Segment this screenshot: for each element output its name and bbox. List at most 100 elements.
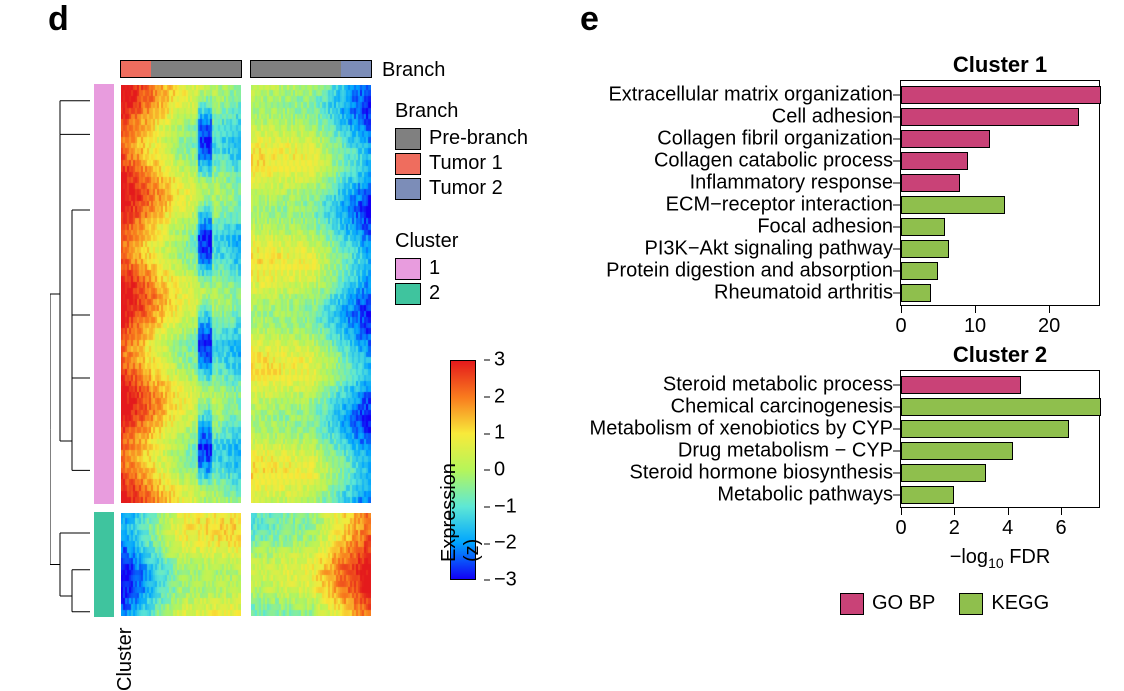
bar-label: PI3K−Akt signaling pathway	[645, 238, 902, 261]
bar	[901, 174, 960, 192]
legend-label: Tumor 1	[429, 152, 503, 175]
legend-swatch	[395, 178, 421, 200]
branch-segment	[251, 61, 341, 77]
ytick-mark	[893, 407, 901, 408]
bar	[901, 442, 1013, 460]
x-axis-label: −log10 FDR	[950, 546, 1051, 571]
colorbar-tick-label: 2	[494, 385, 505, 407]
ytick-mark	[893, 161, 901, 162]
bar-label: Inflammatory response	[690, 172, 901, 195]
branch-bar-title: Branch	[382, 59, 445, 82]
heatmap-canvas	[121, 85, 241, 503]
branch-segment	[151, 61, 241, 77]
cluster-segment	[94, 84, 114, 504]
bar	[901, 486, 954, 504]
expression-colorbar: 3210−1−2−3 Expression (z)	[450, 360, 476, 580]
plot-box: Extracellular matrix organizationCell ad…	[900, 80, 1100, 306]
ytick-mark	[893, 293, 901, 294]
ytick-mark	[893, 385, 901, 386]
cluster-segment	[94, 512, 114, 617]
colorbar-tick: −3	[484, 569, 517, 592]
bar-label: ECM−receptor interaction	[666, 194, 901, 217]
legend-label: 2	[429, 282, 440, 305]
chart-title: Cluster 1	[900, 52, 1100, 78]
legend-row: Tumor 1	[395, 152, 528, 175]
bar-label: Metabolic pathways	[717, 484, 901, 507]
xtick-label: 20	[1038, 315, 1060, 338]
xtick-mark	[975, 305, 976, 313]
xtick-label: 2	[949, 517, 960, 540]
ytick-mark	[893, 95, 901, 96]
legend-label: 1	[429, 257, 440, 280]
bar-label: Metabolism of xenobiotics by CYP	[590, 418, 901, 441]
figure-page: d Branch Cluster	[0, 0, 1124, 676]
xtick-mark	[901, 507, 902, 515]
cluster-legend: Cluster 12	[395, 230, 458, 307]
branch-legend: Branch Pre-branchTumor 1Tumor 2	[395, 100, 528, 202]
heatmap-canvas	[251, 85, 371, 503]
xtick-mark	[1008, 507, 1009, 515]
colorbar-tick: −1	[484, 495, 517, 518]
panel-d: Branch Cluster Branch Pre-branc	[50, 30, 570, 650]
branch-segment	[341, 61, 371, 77]
bar	[901, 376, 1021, 394]
legend-label: GO BP	[872, 592, 935, 615]
heatmap-right-cluster2	[250, 512, 372, 617]
colorbar-tick: 0	[484, 459, 505, 482]
plot-box: Steroid metabolic processChemical carcin…	[900, 370, 1100, 508]
branch-bar-left	[120, 60, 242, 78]
bar-label: Steroid metabolic process	[663, 374, 901, 397]
legend-swatch	[395, 258, 421, 280]
chart-cluster1: Cluster 1 Extracellular matrix organizat…	[900, 80, 1100, 306]
bar	[901, 262, 938, 280]
ytick-mark	[893, 183, 901, 184]
colorbar-tick: 1	[484, 422, 505, 445]
legend-label: Tumor 2	[429, 177, 503, 200]
bar-label: Extracellular matrix organization	[608, 84, 901, 107]
legend-swatch	[840, 593, 864, 615]
bar	[901, 420, 1069, 438]
xtick-mark	[1049, 305, 1050, 313]
bar-label: Cell adhesion	[772, 106, 901, 129]
colorbar-tick-label: 3	[494, 349, 505, 371]
legend-swatch	[395, 153, 421, 175]
bar-label: Collagen fibril organization	[657, 128, 901, 151]
xtick-mark	[954, 507, 955, 515]
ytick-mark	[893, 227, 901, 228]
legend-row: Pre-branch	[395, 127, 528, 150]
colorbar-tick-label: 1	[494, 422, 505, 444]
xtick-label: 0	[895, 315, 906, 338]
legend-swatch	[959, 593, 983, 615]
legend-row: Tumor 2	[395, 177, 528, 200]
xtick-label: 0	[895, 517, 906, 540]
colorbar-tick-label: 0	[494, 459, 505, 481]
cluster-legend-title: Cluster	[395, 230, 458, 253]
bar	[901, 152, 968, 170]
xtick-label: 4	[1002, 517, 1013, 540]
colorbar-tick: 2	[484, 385, 505, 408]
bar-label: Drug metabolism − CYP	[678, 440, 901, 463]
xtick-mark	[1061, 507, 1062, 515]
xtick-mark	[901, 305, 902, 313]
legend-row: GO BPKEGG	[840, 592, 1055, 615]
colorbar-tick: 3	[484, 349, 505, 372]
panel-e: Cluster 1 Extracellular matrix organizat…	[580, 30, 1100, 650]
xtick-label: 10	[964, 315, 986, 338]
ytick-mark	[893, 249, 901, 250]
bar	[901, 464, 986, 482]
legend-row: 1	[395, 257, 458, 280]
chart-cluster2: Cluster 2 Steroid metabolic processChemi…	[900, 370, 1100, 508]
ytick-mark	[893, 117, 901, 118]
category-legend: GO BPKEGG	[840, 592, 1055, 617]
branch-segment	[121, 61, 151, 77]
legend-swatch	[395, 283, 421, 305]
colorbar-tick: −2	[484, 532, 517, 555]
bar-label: Steroid hormone biosynthesis	[630, 462, 901, 485]
heatmap-canvas	[121, 513, 241, 616]
branch-legend-title: Branch	[395, 100, 528, 123]
bar	[901, 398, 1101, 416]
cluster-axis-label: Cluster	[114, 628, 137, 691]
legend-swatch	[395, 128, 421, 150]
bar	[901, 240, 949, 258]
branch-bar-right	[250, 60, 372, 78]
